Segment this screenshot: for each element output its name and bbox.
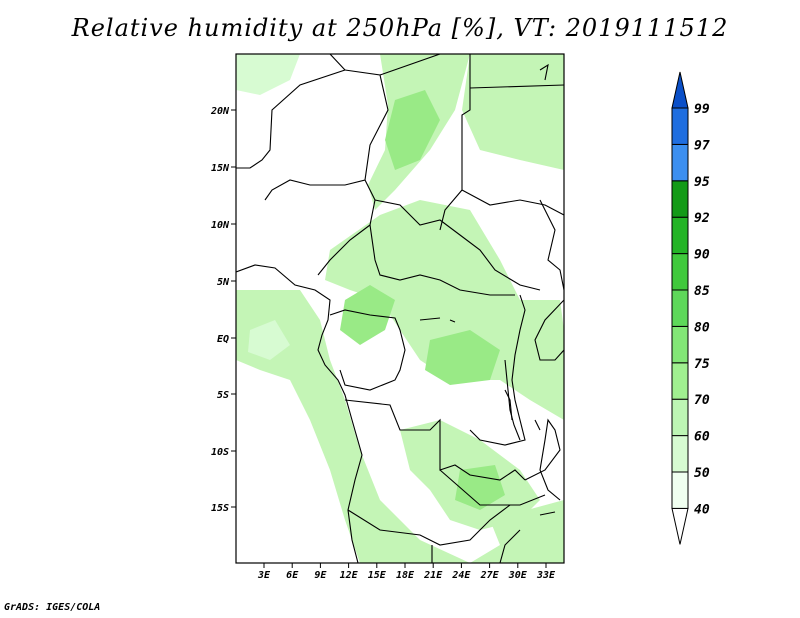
colorbar-label: 70 (694, 393, 710, 408)
lat-tick-label: 15S (211, 503, 229, 514)
lon-tick-label: 24E (451, 570, 471, 581)
border-car-south (369, 224, 515, 296)
humid-region-nw-corner (236, 54, 300, 95)
lat-tick-label: 10S (211, 447, 229, 458)
lon-tick-label: 30E (508, 570, 528, 581)
border-nigeria-chad (317, 179, 376, 276)
colorbar-label: 99 (694, 102, 710, 117)
colorbar-label: 40 (694, 502, 710, 517)
colorbar-segment (671, 216, 689, 255)
border-southeast (524, 418, 561, 501)
colorbar-high-arrow (671, 71, 689, 109)
lon-tick-label: 3E (257, 570, 271, 581)
lat-tick-label: 5S (217, 390, 229, 401)
humid-region-southeast (470, 500, 564, 563)
colorbar-label: 60 (694, 430, 710, 445)
lon-tick-label: 12E (340, 570, 359, 581)
lon-tick-label: 6E (286, 570, 299, 581)
colorbar-segment (671, 289, 689, 327)
colorbar-segment (671, 180, 689, 218)
border-east-coast (534, 299, 564, 361)
border-zambia (439, 469, 546, 506)
colorbar-segment (671, 325, 689, 364)
colorbar-label: 75 (694, 357, 710, 372)
border-car (374, 199, 541, 291)
border-drc-east (469, 294, 526, 446)
colorbar-label: 50 (694, 466, 710, 481)
lake-2 (504, 389, 513, 421)
colorbar-label: 95 (694, 175, 710, 190)
humid-region-west-coast (236, 290, 470, 563)
colorbar-segment (671, 253, 689, 291)
border-north-2 (379, 54, 471, 231)
colorbar-segment (671, 471, 689, 509)
lat-tick-label: EQ (217, 334, 229, 345)
humid-core-south (455, 465, 505, 510)
colorbar-label: 85 (694, 284, 710, 299)
coastline-west-africa (236, 54, 346, 169)
lon-tick-label: 15E (368, 570, 387, 581)
chart-title: Relative humidity at 250hPa [%], VT: 201… (71, 14, 729, 42)
lat-tick-label: 15N (211, 163, 230, 174)
colorbar-segment (671, 398, 689, 437)
colorbar-low-arrow (671, 507, 689, 545)
lon-tick-label: 21E (423, 570, 443, 581)
colorbar-segment (671, 143, 689, 182)
border-north-1 (264, 69, 389, 201)
lat-tick-label: 5N (217, 277, 230, 288)
coastline-gulf-of-guinea (236, 264, 363, 563)
humid-core-north (385, 90, 440, 170)
colorbar-label: 97 (694, 138, 710, 153)
colorbar-label: 90 (694, 248, 710, 263)
lake-1 (419, 317, 456, 323)
border-sudan (461, 189, 564, 216)
lon-tick-label: 33E (536, 570, 556, 581)
latitude-axis: 20N 15N 10N 5N EQ 5S 10S 15S (210, 106, 236, 514)
border-east-1 (469, 84, 564, 89)
colorbar: 40 50 60 70 75 80 85 90 92 95 97 99 (671, 71, 710, 545)
colorbar-label: 80 (694, 320, 710, 335)
colorbar-segment (671, 362, 689, 400)
lon-tick-label: 27E (480, 570, 500, 581)
longitude-axis: 3E 6E 9E 12E 15E 18E 21E 24E 27E 30E 33E (257, 563, 556, 581)
coast-horn (539, 63, 549, 81)
border-ethiopia (539, 199, 564, 291)
lake-3 (534, 419, 556, 516)
lat-tick-label: 20N (210, 106, 230, 117)
humid-core-east (425, 330, 500, 385)
lon-tick-label: 9E (314, 570, 327, 581)
lon-tick-label: 18E (396, 570, 415, 581)
humid-region-central (325, 200, 564, 420)
coastlines-and-borders (236, 54, 564, 563)
lat-tick-label: 10N (211, 220, 230, 231)
colorbar-segment (671, 107, 689, 145)
grads-credit: GrADS: IGES/COLA (4, 602, 101, 613)
humid-region-northeast (462, 54, 564, 170)
border-zimbabwe (431, 529, 521, 563)
humid-core-west (248, 320, 290, 360)
border-angola-south (347, 504, 511, 546)
map-frame (235, 53, 565, 564)
colorbar-label: 92 (694, 211, 710, 226)
border-congo (329, 309, 406, 391)
border-east-lakes (504, 359, 521, 441)
colorbar-segment (671, 435, 689, 473)
